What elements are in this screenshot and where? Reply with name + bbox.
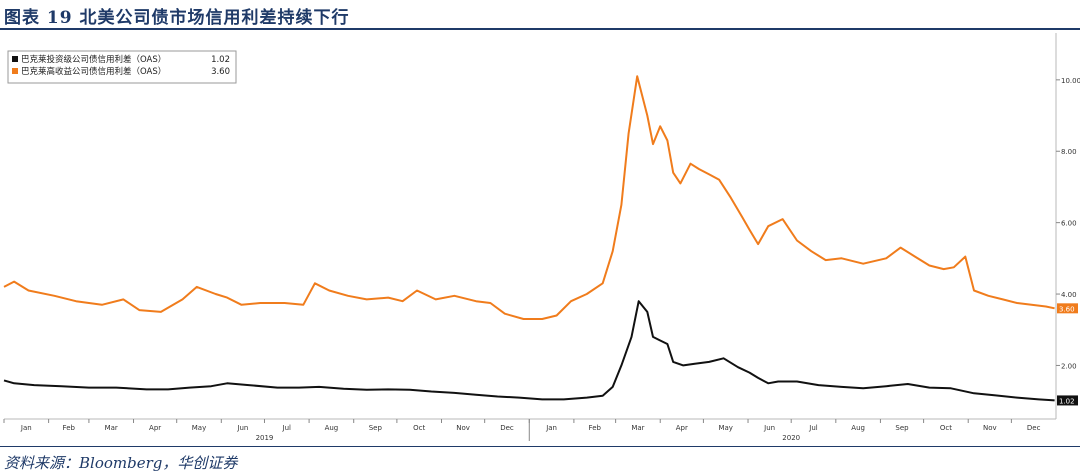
x-tick-label: Dec — [1027, 424, 1041, 432]
x-tick-label: Aug — [851, 424, 865, 432]
figure-title: 图表 19 北美公司债市场信用利差持续下行 — [4, 8, 350, 28]
x-tick-label: Oct — [413, 424, 425, 432]
ig-spread-line — [3, 300, 1055, 402]
x-tick-label: Sep — [895, 424, 909, 432]
title-rule — [0, 28, 1080, 30]
x-tick-label: Mar — [105, 424, 118, 432]
y-tick-label: 4.00 — [1061, 291, 1077, 299]
x-tick-label: Jun — [763, 424, 775, 432]
x-tick-label: Mar — [631, 424, 644, 432]
y-tick-label: 10.00 — [1061, 77, 1080, 85]
x-tick-label: May — [192, 424, 206, 432]
x-tick-label: Jun — [236, 424, 248, 432]
legend-swatch — [12, 68, 18, 74]
figure-header: 图表 19 北美公司债市场信用利差持续下行 — [0, 0, 1080, 30]
legend-series-value: 3.60 — [211, 67, 230, 77]
x-tick-label: Jan — [20, 424, 32, 432]
last-value-label: 3.60 — [1059, 305, 1075, 313]
y-tick-label: 2.00 — [1061, 362, 1077, 370]
legend-series-name: 巴克莱高收益公司债信用利差（OAS） — [21, 66, 166, 77]
x-tick-label: Jul — [282, 424, 292, 432]
hy-spread-line — [3, 75, 1055, 320]
year-label: 2019 — [256, 434, 274, 442]
x-tick-label: Oct — [940, 424, 952, 432]
line-chart: 2.00 4.00 6.00 8.00 10.00 Jan Feb Mar Apr May Jun J… — [3, 33, 1080, 442]
last-value-flag — [1057, 395, 1078, 406]
x-tick-label: Aug — [325, 424, 339, 432]
x-tick-label: May — [718, 424, 732, 432]
x-tick-label: Apr — [149, 424, 161, 432]
legend-series-value: 1.02 — [211, 55, 230, 65]
legend-series-name: 巴克莱投资级公司债信用利差（OAS） — [21, 54, 166, 65]
x-tick-label: Feb — [63, 424, 76, 432]
x-tick-label: Nov — [983, 424, 997, 432]
x-tick-label: Jul — [808, 424, 818, 432]
legend-swatch — [12, 56, 18, 62]
x-tick-label: Jan — [545, 424, 557, 432]
figure-source: 资料来源：Bloomberg，华创证券 — [4, 454, 238, 472]
x-tick-label: Dec — [500, 424, 514, 432]
last-value-label: 1.02 — [1059, 397, 1075, 405]
last-value-flag — [1057, 303, 1078, 314]
x-tick-label: Sep — [369, 424, 383, 432]
x-tick-label: Nov — [456, 424, 470, 432]
source-rule — [0, 446, 1080, 447]
x-tick-label: Feb — [589, 424, 602, 432]
y-tick-label: 8.00 — [1061, 148, 1077, 156]
legend-box — [7, 50, 237, 84]
chart-area: 2.00 4.00 6.00 8.00 10.00 Jan Feb Mar Apr May Jun J… — [0, 31, 1080, 445]
year-label: 2020 — [782, 434, 800, 442]
x-tick-label: Apr — [676, 424, 688, 432]
y-tick-label: 6.00 — [1061, 220, 1077, 228]
